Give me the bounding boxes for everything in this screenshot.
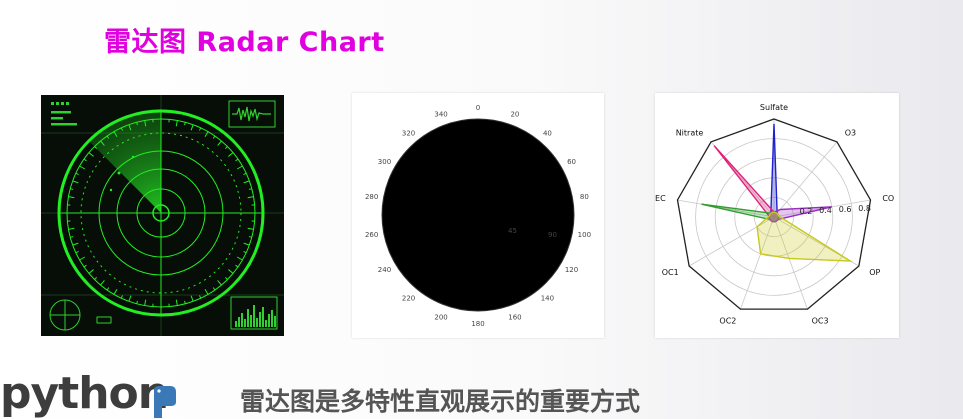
polar-angle-label: 160 — [508, 313, 521, 321]
polar-angle-label: 340 — [434, 111, 447, 119]
spider-radial-tick: 0.4 — [819, 206, 832, 215]
spider-radial-tick: 0.2 — [800, 207, 813, 216]
spider-chart: 0.2 0.4 0.6 0.8 Sulfate O3 CO OP OC3 OC2 OC1 EC Nitr… — [655, 93, 899, 338]
polar-outer-ring — [382, 119, 574, 311]
polar-angle-label: 40 — [543, 129, 552, 137]
python-logo-text: python — [0, 372, 168, 416]
spider-axis-label: OC1 — [662, 268, 679, 277]
polar-angle-label: 200 — [434, 313, 447, 321]
polar-angle-label: 120 — [565, 266, 578, 274]
spider-series-4 — [757, 212, 850, 261]
polar-angle-label: 260 — [365, 231, 378, 239]
polar-radial-label: 90 — [548, 231, 557, 239]
spider-axis-label: OC2 — [719, 316, 736, 325]
radar-screen-graphic — [41, 95, 284, 336]
spider-axis-label: CO — [882, 194, 894, 203]
spider-axis-label: OC3 — [812, 316, 829, 325]
spider-radial-tick: 0.6 — [839, 205, 852, 214]
polar-bar-chart: 0 20 40 60 80 100 120 140 160 180 200 220 240 260 280 3… — [352, 93, 604, 338]
polar-angle-label: 100 — [578, 231, 591, 239]
slide-title: 雷达图 Radar Chart — [104, 20, 385, 59]
spider-chart-image: 0.2 0.4 0.6 0.8 Sulfate O3 CO OP OC3 OC2 OC1 EC Nitr… — [655, 93, 899, 338]
spider-axis-label: EC — [655, 194, 666, 203]
slide-subtitle: 雷达图是多特性直观展示的重要方式 — [240, 382, 640, 418]
polar-angle-label: 80 — [580, 193, 589, 201]
polar-bar-chart-image: 0 20 40 60 80 100 120 140 160 180 200 220 240 260 280 3… — [352, 93, 604, 338]
polar-angle-label: 20 — [510, 111, 519, 119]
spider-axis-label: O3 — [845, 129, 856, 138]
polar-angle-label: 240 — [378, 266, 391, 274]
polar-angle-label: 60 — [567, 158, 576, 166]
radar-rings — [59, 111, 263, 315]
polar-angle-label: 300 — [378, 158, 391, 166]
polar-angle-label: 140 — [541, 295, 554, 303]
radar-screen-image — [41, 95, 284, 336]
spider-axis-label: Sulfate — [760, 103, 788, 112]
polar-angle-label: 220 — [402, 295, 415, 303]
polar-angle-label: 280 — [365, 193, 378, 201]
spider-axis-label: OP — [869, 268, 880, 277]
python-logo-icon — [152, 384, 178, 418]
polar-angle-label: 320 — [402, 129, 415, 137]
polar-radial-label: 45 — [508, 227, 517, 235]
polar-angle-label: 0 — [476, 104, 480, 112]
spider-radial-tick: 0.8 — [858, 204, 871, 213]
polar-angle-label: 180 — [471, 320, 484, 328]
spider-axis-label: Nitrate — [676, 129, 704, 138]
